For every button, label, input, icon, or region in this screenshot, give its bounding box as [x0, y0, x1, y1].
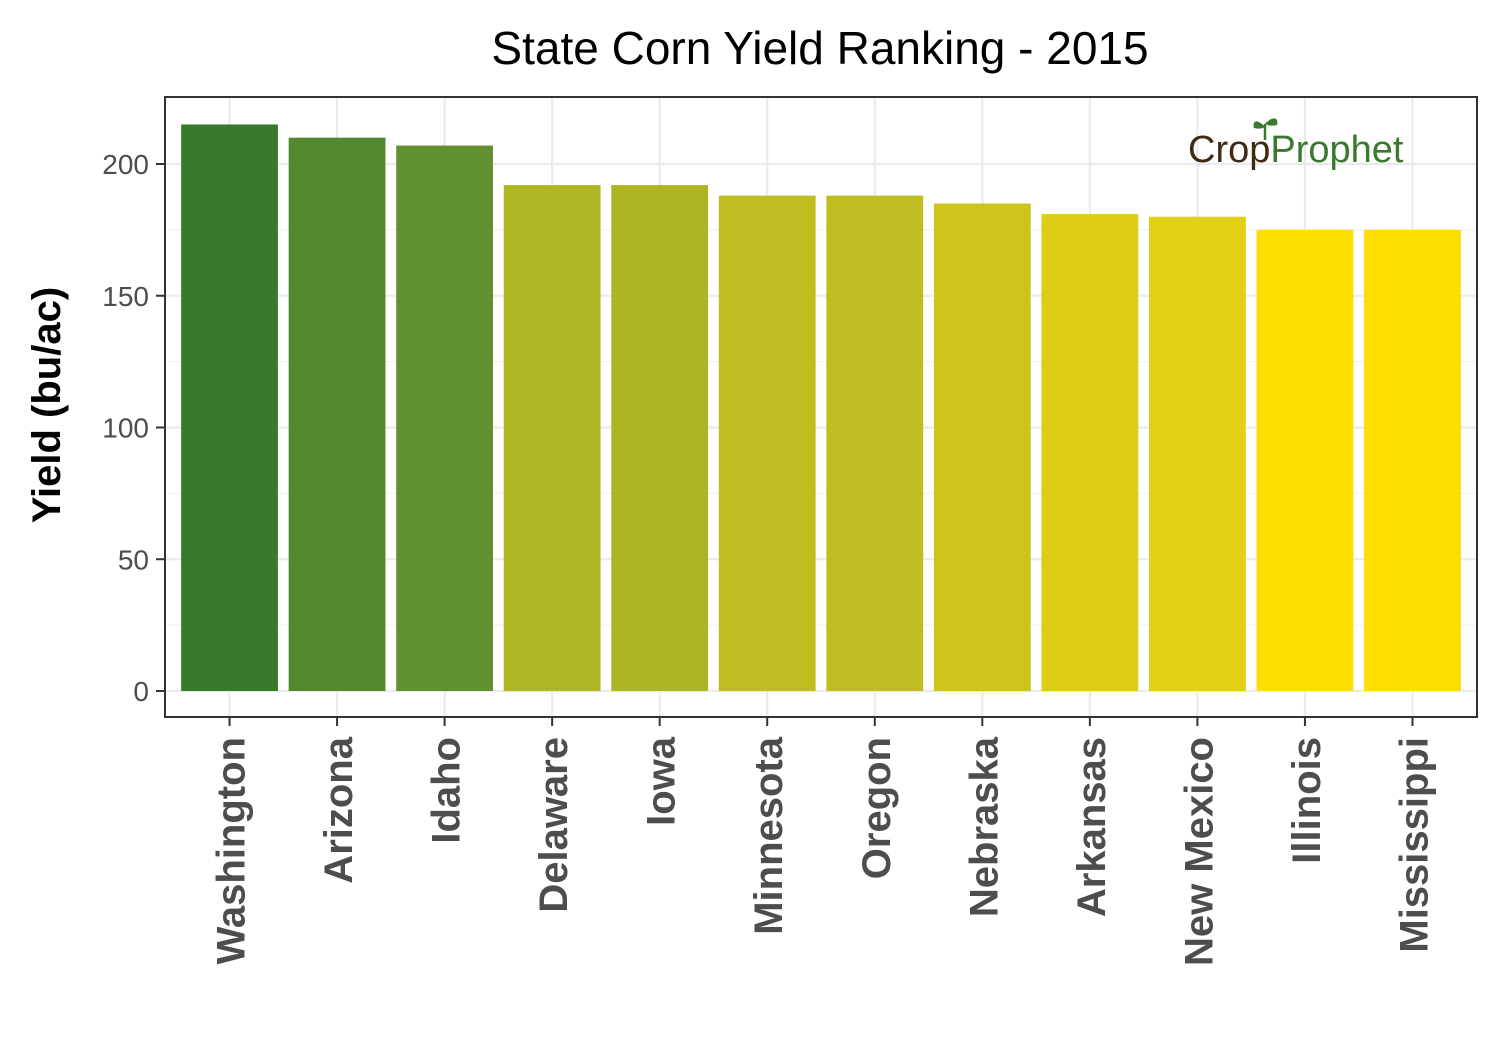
sprout-icon: [1253, 118, 1278, 140]
x-tick-label: Nebraska: [962, 736, 1006, 917]
x-tick-label: Arizona: [317, 736, 361, 883]
x-tick-label: Washington: [210, 737, 254, 964]
bar-idaho: [396, 145, 493, 691]
plot-border: [164, 96, 1478, 718]
y-tick-label: 150: [102, 281, 149, 312]
bar-illinois: [1256, 229, 1354, 691]
x-tick-label: Iowa: [640, 736, 684, 826]
x-tick-label: Arkansas: [1070, 737, 1114, 917]
logo-wordmark: CropProphet: [1188, 129, 1404, 171]
bar-minnesota: [718, 195, 816, 691]
x-tick-label: Minnesota: [747, 736, 791, 935]
y-tick-label: 100: [102, 413, 149, 444]
bar-washington: [181, 124, 278, 692]
y-tick-label: 50: [118, 544, 149, 575]
y-tick-label: 0: [133, 676, 149, 707]
logo-crop-text: Crop: [1188, 129, 1270, 171]
bar-mississippi: [1364, 229, 1461, 691]
plot-area: 0 50 100 150 200 Washington Arizona Idaho Delawa…: [102, 96, 1478, 966]
x-tick-label: Idaho: [425, 737, 469, 844]
x-tick-label: Mississippi: [1392, 737, 1436, 953]
x-tick-label: Oregon: [855, 737, 899, 879]
x-tick-label: Delaware: [532, 737, 576, 913]
logo-prophet-text: Prophet: [1270, 129, 1404, 171]
chart-title: State Corn Yield Ranking - 2015: [491, 22, 1148, 74]
bar-arizona: [288, 137, 386, 691]
bar-delaware: [503, 185, 601, 691]
cropprophet-logo: CropProphet: [1188, 118, 1404, 171]
y-axis-label: Yield (bu/ac): [25, 287, 69, 523]
bar-nebraska: [933, 203, 1031, 691]
y-tick-label: 200: [102, 149, 149, 180]
bar-iowa: [611, 185, 709, 691]
x-tick-label: Illinois: [1285, 737, 1329, 864]
bar-new-mexico: [1149, 216, 1246, 691]
bar-oregon: [826, 195, 924, 691]
bar-arkansas: [1041, 214, 1139, 691]
x-tick-label: New Mexico: [1177, 737, 1221, 966]
